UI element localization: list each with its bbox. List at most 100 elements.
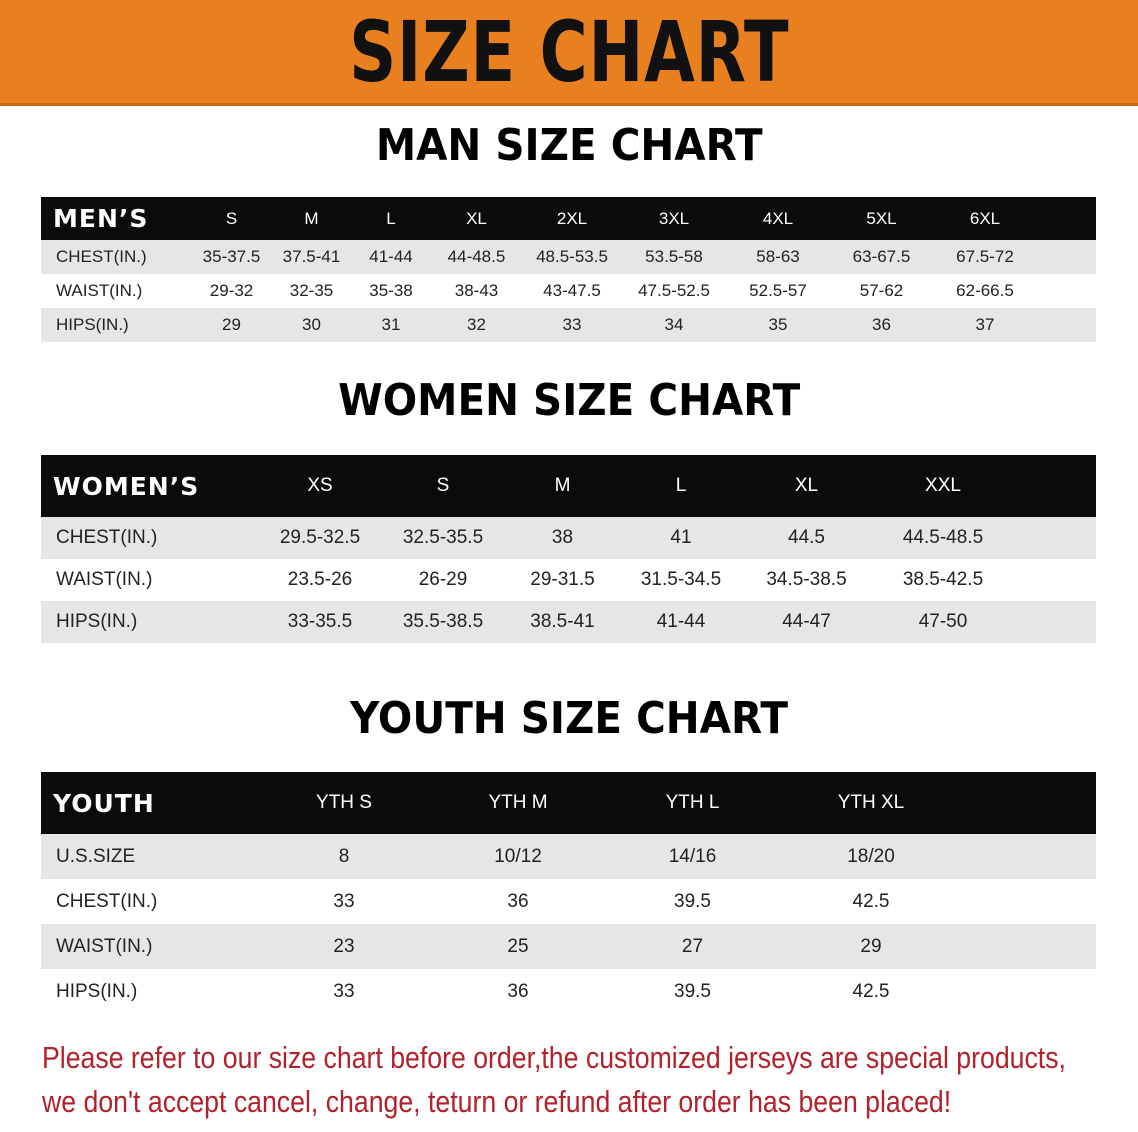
size-column-header: L xyxy=(386,208,396,228)
table-cell: 52.5-57 xyxy=(749,281,807,300)
row-label: CHEST(IN.) xyxy=(56,247,147,266)
size-column-header: XXL xyxy=(925,475,961,496)
row-label: HIPS(IN.) xyxy=(56,315,129,334)
table-cell: 31 xyxy=(381,315,401,334)
table-cell: 47.5-52.5 xyxy=(638,281,710,300)
table-cell: 27 xyxy=(681,935,704,957)
table-cell: 63-67.5 xyxy=(852,247,911,266)
table-cell: 23.5-26 xyxy=(287,569,353,590)
table-row: HIPS(IN.) 29 30 31 32 33 34 35 36 37 xyxy=(41,308,1096,342)
table-header-label: YOUTH xyxy=(53,788,155,818)
notice-line-2: we don't accept cancel, change, teturn o… xyxy=(42,1084,952,1119)
table-cell: 32 xyxy=(467,315,486,334)
size-column-header: M xyxy=(554,475,571,496)
table-row: WAIST(IN.) 23 25 27 29 xyxy=(41,924,1096,969)
table-cell: 36 xyxy=(507,890,529,912)
row-label: CHEST(IN.) xyxy=(56,890,158,912)
notice-line-1: Please refer to our size chart before or… xyxy=(42,1040,1066,1075)
table-header-row: MEN’S S M L XL 2XL 3XL 4XL 5XL 6XL xyxy=(41,197,1096,240)
table-row: HIPS(IN.) 33 36 39.5 42.5 xyxy=(41,969,1096,1014)
table-cell: 34.5-38.5 xyxy=(766,569,847,590)
table-cell: 44-48.5 xyxy=(447,247,506,266)
table-header-label: MEN’S xyxy=(53,204,149,233)
table-cell: 44-47 xyxy=(782,611,831,632)
men-size-table: MEN’S S M L XL 2XL 3XL 4XL 5XL 6XL CHEST(IN.) 35-37… xyxy=(41,197,1096,342)
notice-text: Please refer to our size chart before or… xyxy=(42,1036,1074,1124)
row-label: CHEST(IN.) xyxy=(56,527,158,548)
table-cell: 34 xyxy=(664,315,684,334)
table-cell: 58-63 xyxy=(756,247,800,266)
row-label: HIPS(IN.) xyxy=(56,611,138,632)
table-row: WAIST(IN.) 29-32 32-35 35-38 38-43 43-47.5 47.… xyxy=(41,274,1096,308)
women-section-title: WOMEN SIZE CHART xyxy=(337,375,801,426)
table-cell: 33 xyxy=(333,890,355,912)
size-column-header: S xyxy=(436,475,450,496)
table-cell: 53.5-58 xyxy=(645,247,703,266)
table-cell: 38-43 xyxy=(454,281,499,300)
row-label: WAIST(IN.) xyxy=(56,935,153,957)
table-cell: 38.5-41 xyxy=(530,611,595,632)
row-label: HIPS(IN.) xyxy=(56,980,138,1002)
table-cell: 29 xyxy=(860,935,882,957)
table-cell: 35-38 xyxy=(369,281,413,300)
table-cell: 36 xyxy=(872,315,891,334)
table-header-row: YOUTH YTH S YTH M YTH L YTH XL xyxy=(41,772,1096,834)
table-cell: 43-47.5 xyxy=(543,281,601,300)
table-cell: 44.5 xyxy=(788,527,825,548)
table-cell: 33 xyxy=(333,980,355,1002)
table-cell: 42.5 xyxy=(852,890,890,912)
size-column-header: L xyxy=(675,475,687,496)
size-column-header: XL xyxy=(466,208,487,228)
table-cell: 35.5-38.5 xyxy=(402,611,484,632)
youth-size-table: YOUTH YTH S YTH M YTH L YTH XL U.S.SIZE 8 10/12… xyxy=(41,772,1096,1014)
youth-section-title: YOUTH SIZE CHART xyxy=(350,693,788,744)
table-cell: 36 xyxy=(507,980,529,1002)
table-cell: 47-50 xyxy=(918,611,968,632)
size-column-header: M xyxy=(304,208,319,228)
size-column-header: 6XL xyxy=(969,208,1001,228)
table-cell: 29-32 xyxy=(209,281,254,300)
size-column-header: 4XL xyxy=(762,208,794,228)
table-cell: 31.5-34.5 xyxy=(640,569,722,590)
table-header-row: WOMEN’S XS S M L XL XXL xyxy=(41,455,1096,517)
size-column-header: 2XL xyxy=(556,208,588,228)
table-cell: 42.5 xyxy=(852,980,890,1002)
banner-title: SIZE CHART xyxy=(348,2,790,101)
table-cell: 62-66.5 xyxy=(956,281,1014,300)
table-cell: 32-35 xyxy=(289,281,334,300)
size-column-header: XS xyxy=(307,475,333,496)
table-cell: 57-62 xyxy=(859,281,904,300)
table-row: HIPS(IN.) 33-35.5 35.5-38.5 38.5-41 41-44 44-… xyxy=(41,601,1096,643)
table-cell: 37.5-41 xyxy=(282,247,341,266)
table-cell: 25 xyxy=(507,935,529,957)
table-cell: 38.5-42.5 xyxy=(902,569,984,590)
size-column-header: YTH S xyxy=(316,792,372,813)
table-cell: 44.5-48.5 xyxy=(902,527,984,548)
table-cell: 33 xyxy=(562,315,582,334)
table-cell: 29-31.5 xyxy=(530,569,595,590)
table-cell: 8 xyxy=(338,845,350,867)
table-cell: 37 xyxy=(975,315,995,334)
row-label: U.S.SIZE xyxy=(56,845,136,867)
table-cell: 41-44 xyxy=(369,247,413,266)
table-cell: 10/12 xyxy=(494,845,542,867)
table-cell: 38 xyxy=(551,527,574,548)
table-cell: 14/16 xyxy=(668,845,717,867)
table-cell: 29 xyxy=(222,315,241,334)
table-row: WAIST(IN.) 23.5-26 26-29 29-31.5 31.5-34.5 34… xyxy=(41,559,1096,601)
size-column-header: S xyxy=(225,208,238,228)
size-column-header: YTH L xyxy=(665,792,720,813)
table-cell: 39.5 xyxy=(674,980,711,1002)
table-row: CHEST(IN.) 35-37.5 37.5-41 41-44 44-48.5 48.5… xyxy=(41,240,1096,274)
size-column-header: YTH M xyxy=(488,792,548,813)
size-column-header: XL xyxy=(794,475,819,496)
table-header-label: WOMEN’S xyxy=(53,471,200,501)
size-column-header: 5XL xyxy=(866,208,897,228)
table-row: CHEST(IN.) 29.5-32.5 32.5-35.5 38 41 44.5 44.5… xyxy=(41,517,1096,559)
row-label: WAIST(IN.) xyxy=(56,281,143,300)
table-cell: 67.5-72 xyxy=(956,247,1014,266)
table-cell: 33-35.5 xyxy=(287,611,353,632)
table-row: U.S.SIZE 8 10/12 14/16 18/20 xyxy=(41,834,1096,879)
table-cell: 41 xyxy=(670,527,692,548)
